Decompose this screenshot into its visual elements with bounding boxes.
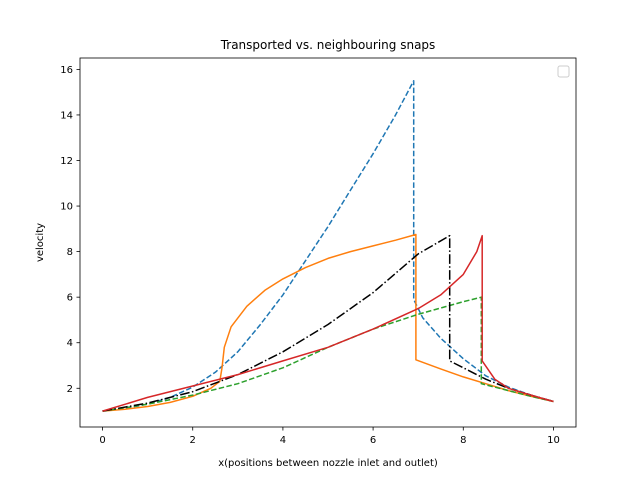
x-tick-label: 8 (460, 435, 466, 446)
plot-area (102, 80, 554, 412)
series-line-3 (102, 296, 554, 412)
series-line-5 (102, 234, 554, 412)
y-tick-label: 10 (60, 202, 73, 213)
series-line-4 (102, 234, 554, 412)
axes: 0 2 4 6 8 10 2 4 6 8 10 12 14 16 (60, 57, 577, 446)
x-tick-label: 10 (547, 435, 560, 446)
y-tick-label: 12 (60, 156, 73, 167)
chart-title: Transported vs. neighbouring snaps (220, 38, 436, 52)
y-tick-label: 6 (67, 293, 73, 304)
y-tick-label: 16 (60, 65, 73, 76)
x-tick-label: 0 (99, 435, 105, 446)
x-tick-label: 2 (190, 435, 196, 446)
x-tick-label: 6 (370, 435, 376, 446)
series-line-2 (102, 233, 554, 412)
x-tick-label: 4 (280, 435, 286, 446)
y-tick-label: 8 (67, 247, 73, 258)
series-line-1 (102, 80, 554, 412)
y-tick-label: 4 (67, 338, 73, 349)
y-axis-title: velocity (35, 223, 46, 262)
axes-frame (79, 57, 577, 428)
y-tick-label: 2 (67, 384, 73, 395)
legend-box (557, 65, 570, 78)
y-tick-label: 14 (60, 110, 73, 121)
x-axis-title: x(positions between nozzle inlet and out… (218, 458, 438, 469)
